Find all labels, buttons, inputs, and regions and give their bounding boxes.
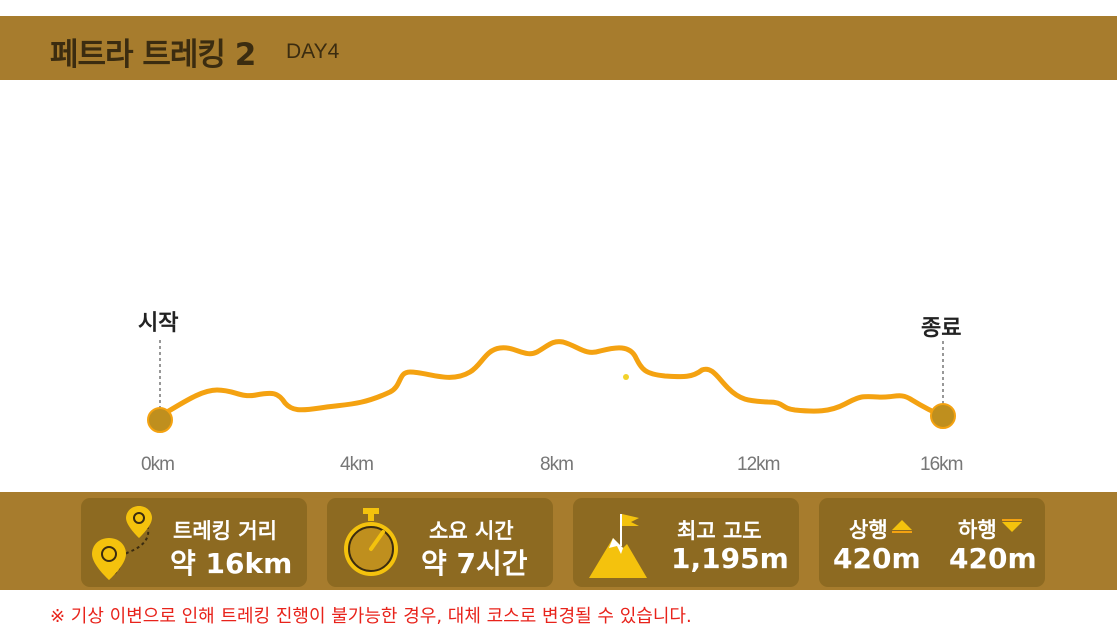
end-point-marker xyxy=(930,403,956,429)
ascent-descent-card: 상행 하행 420m 420m xyxy=(819,498,1045,587)
km-tick-8: 8km xyxy=(540,454,574,475)
duration-title: 소요 시간 xyxy=(429,519,514,543)
distance-title: 트레킹 거리 xyxy=(173,519,277,543)
descent-value: 420m xyxy=(949,542,1037,575)
altitude-title: 최고 고도 xyxy=(677,519,762,543)
day-label: DAY4 xyxy=(286,40,340,63)
ascent-value: 420m xyxy=(833,542,921,575)
mountain-flag-icon xyxy=(589,514,647,578)
header-bar: 페트라 트레킹 2 DAY4 xyxy=(0,16,1117,80)
duration-value: 약 7시간 xyxy=(421,547,528,580)
route-pin-icon xyxy=(92,506,152,580)
up-arrow-icon xyxy=(892,520,912,533)
distance-value: 약 16km xyxy=(170,547,293,580)
page-title: 페트라 트레킹 2 xyxy=(50,37,256,73)
km-tick-4: 4km xyxy=(340,454,374,475)
stopwatch-icon xyxy=(344,508,398,576)
elevation-profile xyxy=(147,339,956,433)
trail-elevation-line xyxy=(157,339,946,419)
altitude-card: 최고 고도 1,195m xyxy=(573,498,799,587)
ascent-title: 상행 xyxy=(849,518,888,542)
down-arrow-icon xyxy=(1002,519,1022,532)
stats-bar: 트레킹 거리 약 16km 소요 시간 약 7시간 최고 고도 1,195m 상… xyxy=(0,492,1117,590)
km-tick-0: 0km xyxy=(141,454,175,475)
km-tick-16: 16km xyxy=(920,454,963,475)
descent-title: 하행 xyxy=(958,518,997,542)
weather-notice: ※ 기상 이변으로 인해 트레킹 진행이 불가능한 경우, 대체 코스로 변경될… xyxy=(50,606,692,627)
distance-card: 트레킹 거리 약 16km xyxy=(81,498,307,587)
start-point-marker xyxy=(147,407,173,433)
duration-card: 소요 시간 약 7시간 xyxy=(327,498,553,587)
km-tick-12: 12km xyxy=(737,454,780,475)
trail-dot xyxy=(623,374,629,380)
end-label: 종료 xyxy=(921,316,962,341)
altitude-value: 1,195m xyxy=(671,542,789,575)
start-label: 시작 xyxy=(138,311,179,336)
